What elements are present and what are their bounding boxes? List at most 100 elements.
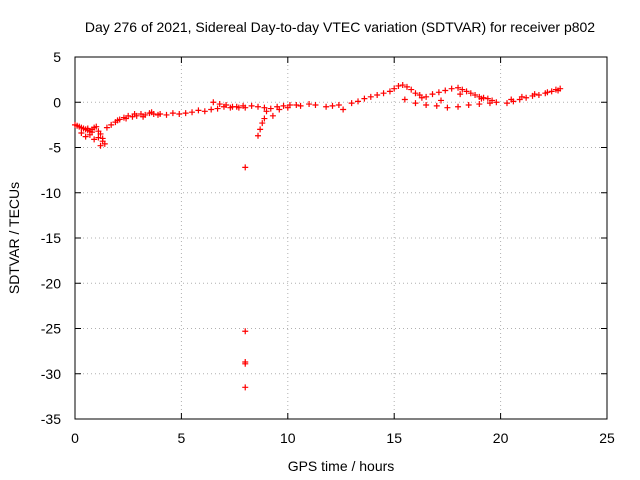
- y-tick-label: -10: [41, 185, 61, 201]
- data-point: [248, 102, 255, 109]
- data-point: [399, 82, 406, 89]
- data-point: [216, 101, 223, 108]
- data-point: [114, 117, 121, 124]
- data-point: [555, 87, 562, 94]
- data-point: [442, 87, 449, 94]
- data-point: [455, 103, 462, 110]
- data-point: [210, 99, 217, 106]
- data-point: [263, 108, 270, 115]
- data-point: [412, 100, 419, 107]
- data-point: [214, 105, 221, 112]
- data-point: [433, 102, 440, 109]
- data-point: [269, 112, 276, 119]
- data-point: [544, 89, 551, 96]
- data-point: [103, 124, 110, 131]
- data-point: [189, 109, 196, 116]
- data-point: [163, 111, 170, 118]
- data-point: [329, 102, 336, 109]
- data-point: [82, 133, 89, 140]
- data-point: [323, 103, 330, 110]
- data-point: [257, 126, 264, 133]
- data-point: [95, 134, 102, 141]
- data-point: [97, 130, 104, 137]
- data-point: [459, 86, 466, 93]
- x-tick-label: 0: [71, 430, 79, 446]
- data-point: [531, 91, 538, 98]
- data-point: [367, 93, 374, 100]
- x-axis-label: GPS time / hours: [288, 458, 395, 474]
- data-point: [176, 111, 183, 118]
- y-tick-label: 5: [53, 49, 61, 65]
- data-point: [335, 101, 342, 108]
- data-point: [457, 91, 464, 98]
- data-point: [242, 164, 249, 171]
- x-tick-label: 25: [599, 430, 615, 446]
- data-point: [455, 84, 462, 91]
- data-point: [435, 89, 442, 96]
- data-point: [223, 101, 230, 108]
- y-tick-label: -20: [41, 275, 61, 291]
- data-points: [72, 82, 564, 391]
- data-point: [548, 88, 555, 95]
- data-point: [374, 92, 381, 99]
- data-point: [267, 105, 274, 112]
- data-point: [84, 125, 91, 132]
- data-point: [255, 132, 262, 139]
- data-point: [518, 93, 525, 100]
- data-point: [418, 94, 425, 101]
- data-point: [208, 106, 215, 113]
- y-tick-label: -15: [41, 230, 61, 246]
- data-point: [91, 136, 98, 143]
- data-point: [484, 95, 491, 102]
- data-point: [423, 101, 430, 108]
- data-point: [93, 123, 100, 130]
- x-tick-label: 15: [386, 430, 402, 446]
- data-point: [444, 104, 451, 111]
- data-point: [284, 104, 291, 111]
- data-point: [340, 106, 347, 113]
- data-point: [157, 111, 164, 118]
- data-point: [380, 90, 387, 97]
- data-point: [312, 101, 319, 108]
- data-point: [123, 115, 130, 122]
- data-point: [306, 101, 313, 108]
- data-point: [242, 384, 249, 391]
- data-point: [493, 99, 500, 106]
- data-point: [412, 90, 419, 97]
- data-point: [182, 110, 189, 117]
- data-point: [89, 129, 96, 136]
- data-point: [408, 86, 415, 93]
- data-point: [508, 96, 515, 103]
- data-point: [229, 103, 236, 110]
- y-tick-label: -30: [41, 366, 61, 382]
- grid: [75, 57, 607, 419]
- data-point: [242, 360, 249, 367]
- data-point: [148, 109, 155, 116]
- y-tick-label: -25: [41, 321, 61, 337]
- data-point: [242, 328, 249, 335]
- data-point: [429, 91, 436, 98]
- data-point: [478, 95, 485, 102]
- data-point: [463, 88, 470, 95]
- data-point: [395, 82, 402, 89]
- data-point: [355, 98, 362, 105]
- data-point: [78, 130, 85, 137]
- y-tick-label: 0: [53, 94, 61, 110]
- data-point: [297, 102, 304, 109]
- data-point: [503, 100, 510, 107]
- data-point: [140, 113, 147, 120]
- data-point: [195, 107, 202, 114]
- data-point: [276, 106, 283, 113]
- y-axis-label: SDTVAR / TECUs: [6, 182, 22, 294]
- x-tick-label: 20: [493, 430, 509, 446]
- chart-title: Day 276 of 2021, Sidereal Day-to-day VTE…: [85, 19, 595, 35]
- data-point: [467, 90, 474, 97]
- x-tick-label: 5: [178, 430, 186, 446]
- ticks: 0 5 10 15 20 25 5 0 -5 -10 -15 -20 -25 -30 -35: [41, 49, 615, 446]
- data-point: [401, 96, 408, 103]
- data-point: [131, 111, 138, 118]
- data-point: [523, 94, 530, 101]
- data-point: [235, 104, 242, 111]
- data-point: [293, 101, 300, 108]
